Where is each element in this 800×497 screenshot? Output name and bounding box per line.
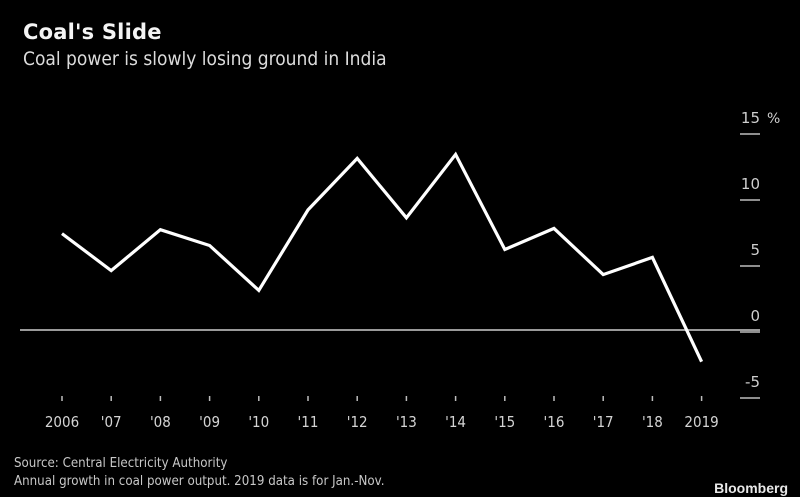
y-tick-label: 0 bbox=[750, 307, 760, 325]
series-line bbox=[61, 151, 704, 363]
x-tick-label: '16 bbox=[544, 414, 565, 431]
x-tick-label: 2006 bbox=[45, 414, 79, 431]
footnote: Annual growth in coal power output. 2019… bbox=[14, 473, 385, 489]
chart-title: Coal's Slide bbox=[23, 20, 162, 44]
x-tick-label: '08 bbox=[150, 414, 171, 431]
bloomberg-logo: Bloomberg bbox=[714, 480, 788, 496]
x-tick-label: '14 bbox=[445, 414, 466, 431]
y-tick-label: 10 bbox=[741, 175, 760, 193]
y-unit-label: % bbox=[767, 111, 780, 127]
chart-subtitle: Coal power is slowly losing ground in In… bbox=[23, 48, 387, 70]
x-tick-label: '18 bbox=[642, 414, 663, 431]
x-tick-label: '13 bbox=[396, 414, 417, 431]
x-tick-label: '07 bbox=[101, 414, 122, 431]
source-note: Source: Central Electricity Authority bbox=[14, 455, 228, 471]
x-tick-label: '12 bbox=[347, 414, 368, 431]
y-tick-label: -5 bbox=[745, 373, 760, 391]
x-tick-label: '15 bbox=[494, 414, 515, 431]
x-tick-label: 2019 bbox=[684, 414, 718, 431]
x-tick-label: '17 bbox=[593, 414, 614, 431]
y-tick-label: 5 bbox=[750, 241, 760, 259]
x-tick-label: '09 bbox=[199, 414, 220, 431]
y-tick-label: 15 bbox=[741, 109, 760, 127]
x-tick-label: '11 bbox=[298, 414, 319, 431]
x-tick-label: '10 bbox=[248, 414, 269, 431]
